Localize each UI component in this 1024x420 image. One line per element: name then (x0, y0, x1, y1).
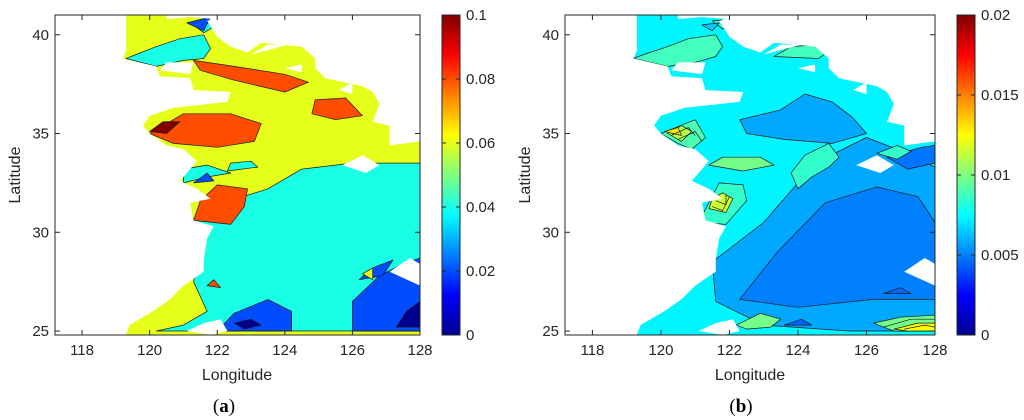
colorbar-ticks-b: 0 0.005 0.01 0.015 0.02 (957, 7, 1019, 344)
contour-region-13 (362, 267, 374, 281)
contour-line-5 (883, 318, 935, 328)
land-mask-5 (763, 44, 802, 55)
colorbar-tick-label: 0.1 (466, 7, 487, 24)
contour-region-12 (186, 16, 211, 32)
colorbar-tick-label: 0.005 (981, 247, 1019, 264)
contour-region-7 (790, 143, 840, 190)
y-tick-label: 35 (542, 126, 559, 143)
contour-region-19 (206, 279, 221, 288)
x-tick-label: 124 (272, 342, 297, 359)
x-tick-label: 120 (648, 342, 673, 359)
colorbar-tick-label: 0.04 (466, 199, 495, 216)
land-mask-6 (798, 64, 816, 73)
x-tick-label: 128 (407, 342, 432, 359)
x-tick-label: 128 (922, 342, 947, 359)
x-tick-label: 122 (717, 342, 742, 359)
y-tick-label: 40 (32, 27, 49, 44)
contour-region-18 (708, 156, 775, 172)
y-tick-label: 25 (542, 323, 559, 340)
land-mask-8 (342, 155, 380, 173)
plot-frame-a (54, 14, 421, 336)
contour-region-17 (193, 60, 309, 93)
colorbar-tick-label: 0.015 (981, 87, 1019, 104)
y-axis-label-b: Latitude (517, 146, 534, 203)
land-mask-3 (722, 17, 744, 27)
land-mask-4 (159, 62, 194, 75)
contour-region-3 (739, 186, 935, 308)
contour-fill-a (55, 15, 420, 335)
contour-fill-b (565, 15, 935, 335)
colorbar-tick-label: 0.02 (466, 263, 495, 280)
x-axis-a: 118 120 122 124 126 128 (70, 15, 433, 359)
panel-a: 118 120 122 124 126 128 25 30 35 40 Longitude La… (7, 7, 495, 417)
contour-region-5 (883, 287, 912, 294)
land-mask-1 (55, 15, 231, 335)
land-mask-9 (389, 258, 420, 286)
land-mask-5 (251, 44, 289, 55)
plot-frame-b (564, 14, 936, 336)
panel-label-b: (b) (729, 396, 752, 417)
panel-b: 118 120 122 124 126 128 25 30 35 40 Longitude La… (517, 7, 1019, 417)
y-tick-label: 25 (32, 323, 49, 340)
land-mask-4 (671, 62, 706, 75)
land-mask-2 (678, 15, 935, 146)
colorbar-a: 0 0.02 0.04 0.06 0.08 0.1 (441, 7, 495, 344)
land-mask-2 (166, 15, 420, 146)
colorbar-tick-label: 0 (981, 327, 989, 344)
contour-region-11 (193, 172, 215, 184)
x-tick-label: 124 (785, 342, 810, 359)
land-mask-6 (284, 64, 302, 73)
y-tick-label: 30 (542, 224, 559, 241)
contour-region-18 (311, 97, 363, 121)
contour-line-6 (904, 324, 935, 330)
contour-region-19 (735, 312, 782, 330)
contour-region-3 (227, 160, 259, 172)
contour-line-3 (712, 196, 730, 212)
contour-region-4 (886, 145, 935, 170)
land-mask-1 (565, 15, 744, 335)
panel-label-a: (a) (213, 396, 235, 417)
y-tick-label: 40 (542, 27, 559, 44)
contour-region-8 (876, 145, 912, 160)
contour-region-16 (149, 121, 181, 134)
y-axis-label-a: Latitude (7, 146, 24, 203)
contour-region-6 (783, 318, 813, 326)
land-mask-8 (856, 155, 894, 173)
land-mask-7 (852, 82, 867, 94)
colorbar-tick-label: 0.06 (466, 135, 495, 152)
x-tick-label: 118 (70, 342, 94, 359)
land-mask-3 (210, 17, 231, 27)
land-mask-9 (904, 258, 935, 286)
colorbar-tick-label: 0.02 (981, 7, 1010, 24)
x-tick-label: 118 (580, 342, 604, 359)
y-tick-label: 35 (32, 126, 49, 143)
y-axis-a: 25 30 35 40 (32, 27, 420, 340)
colorbar-gradient-a (441, 14, 461, 336)
contour-line-2 (677, 131, 703, 142)
x-axis-b: 118 120 122 124 126 128 (580, 15, 948, 359)
colorbar-tick-label: 0.08 (466, 71, 495, 88)
colorbar-ticks-a: 0 0.02 0.04 0.06 0.08 0.1 (442, 7, 495, 344)
contour-region-9 (395, 301, 420, 328)
contour-line-4 (715, 194, 727, 206)
contour-region-7 (233, 318, 262, 330)
colorbar-tick-label: 0.01 (981, 167, 1010, 184)
x-tick-label: 126 (340, 342, 365, 359)
x-tick-label: 120 (137, 342, 162, 359)
y-axis-b: 25 30 35 40 (542, 27, 935, 340)
colorbar-b: 0 0.005 0.01 0.015 0.02 (956, 7, 1019, 344)
colorbar-tick-label: 0 (466, 327, 474, 344)
y-tick-label: 30 (32, 224, 49, 241)
x-tick-label: 126 (854, 342, 879, 359)
contour-region-2 (739, 93, 867, 144)
x-tick-label: 122 (205, 342, 230, 359)
contour-region-12 (701, 22, 720, 32)
x-axis-label-a: Longitude (202, 367, 272, 384)
x-axis-label-b: Longitude (715, 367, 785, 384)
land-mask-7 (338, 82, 353, 94)
